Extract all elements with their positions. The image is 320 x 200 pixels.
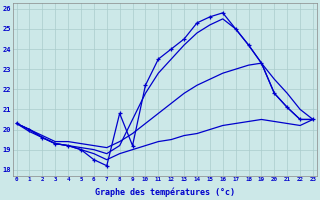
X-axis label: Graphe des températures (°c): Graphe des températures (°c) [95,188,235,197]
